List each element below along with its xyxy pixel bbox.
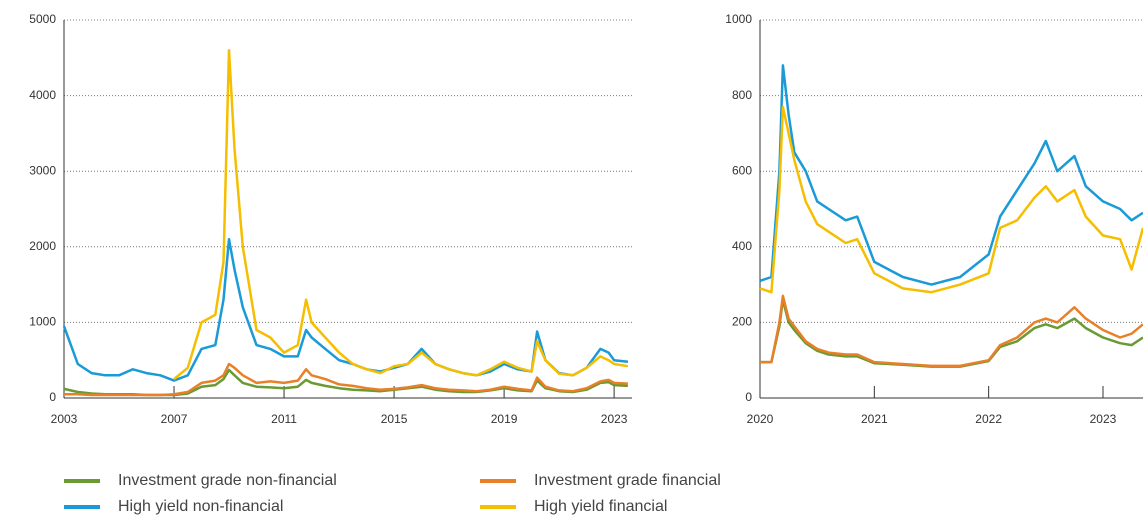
y-tick-label: 0 (745, 390, 752, 404)
x-tick-label: 2021 (861, 412, 888, 426)
x-tick-label: 2020 (747, 412, 774, 426)
y-tick-label: 800 (732, 88, 752, 102)
legend-label: High yield non-financial (118, 498, 283, 515)
y-tick-label: 5000 (29, 12, 56, 26)
y-tick-label: 400 (732, 239, 752, 253)
x-tick-label: 2022 (975, 412, 1002, 426)
y-tick-label: 1000 (725, 12, 752, 26)
series-line (173, 48, 629, 381)
y-tick-label: 3000 (29, 163, 56, 177)
y-tick-label: 1000 (29, 315, 56, 329)
y-tick-label: 4000 (29, 88, 56, 102)
y-tick-label: 2000 (29, 239, 56, 253)
x-tick-label: 2015 (381, 412, 408, 426)
x-tick-label: 2023 (601, 412, 628, 426)
y-tick-label: 600 (732, 163, 752, 177)
series-line (759, 105, 1143, 294)
series-line (62, 237, 629, 382)
series-line (759, 64, 1143, 286)
y-tick-label: 200 (732, 315, 752, 329)
legend-label: Investment grade non-financial (118, 472, 337, 489)
series-line (760, 294, 1143, 368)
y-tick-label: 0 (49, 390, 56, 404)
legend-label: Investment grade financial (534, 472, 721, 489)
x-tick-label: 2019 (491, 412, 518, 426)
legend-label: High yield financial (534, 498, 667, 515)
series-line (760, 298, 1143, 368)
x-tick-label: 2023 (1090, 412, 1117, 426)
x-tick-label: 2007 (161, 412, 188, 426)
x-tick-label: 2003 (51, 412, 78, 426)
series-line (64, 362, 628, 397)
x-tick-label: 2011 (271, 412, 297, 426)
